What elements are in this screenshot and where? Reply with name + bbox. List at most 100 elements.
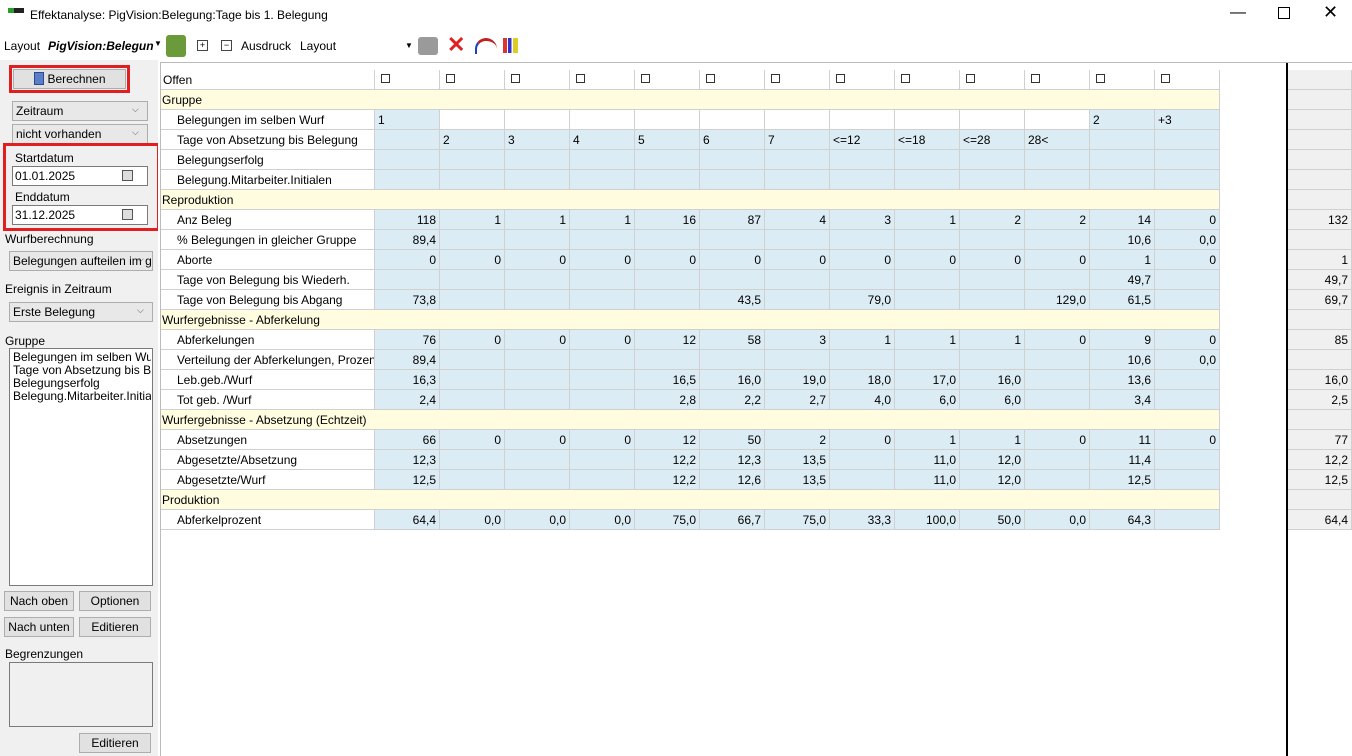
data-cell: 1 — [960, 430, 1025, 450]
print-select[interactable]: Layout — [300, 39, 337, 53]
expand-icon[interactable] — [771, 74, 780, 83]
chart-icon[interactable] — [475, 38, 497, 54]
data-cell — [570, 230, 635, 250]
save-icon[interactable] — [166, 35, 186, 57]
title-bar: Effektanalyse: PigVision:Belegung:Tage b… — [0, 0, 1352, 32]
total-cell: 64,4 — [1288, 510, 1352, 530]
grid: Offen Gruppe Belegungen im selben Wurf 1 2 +3… — [160, 62, 1352, 756]
data-cell: 66 — [375, 430, 440, 450]
data-cell: 118 — [375, 210, 440, 230]
expand-icon[interactable] — [1096, 74, 1105, 83]
data-cell — [960, 110, 1025, 130]
expand-icon[interactable] — [641, 74, 650, 83]
data-cell — [1025, 110, 1090, 130]
expand-icon[interactable] — [1161, 74, 1170, 83]
data-cell — [1025, 370, 1090, 390]
data-cell — [1025, 170, 1090, 190]
expand-icon[interactable] — [1031, 74, 1040, 83]
data-cell: 12,2 — [635, 450, 700, 470]
data-cell: 0,0 — [1025, 510, 1090, 530]
delete-icon[interactable]: ✕ — [447, 32, 466, 57]
end-label: Enddatum — [15, 190, 70, 204]
dropdown-arrow: ▼ — [154, 39, 162, 48]
calculate-button[interactable]: Berechnen — [13, 69, 126, 89]
total-cell — [1288, 190, 1352, 210]
expand-icon[interactable] — [901, 74, 910, 83]
data-cell — [765, 170, 830, 190]
period-value-select[interactable]: nicht vorhanden — [12, 124, 148, 144]
row-label: Tot geb. /Wurf — [161, 390, 375, 410]
end-date[interactable]: 31.12.2025 — [12, 205, 148, 225]
calendar-icon[interactable] — [122, 209, 133, 220]
data-cell: 3 — [765, 330, 830, 350]
data-cell: 0,0 — [1155, 230, 1220, 250]
expand-icon[interactable] — [706, 74, 715, 83]
litter-select[interactable]: Belegungen aufteilen im g — [9, 251, 153, 271]
data-cell — [440, 450, 505, 470]
data-cell — [505, 230, 570, 250]
data-cell — [440, 150, 505, 170]
print-icon[interactable] — [418, 37, 438, 55]
collapse-all[interactable]: − — [221, 40, 232, 51]
data-cell: 1 — [895, 210, 960, 230]
data-cell — [375, 270, 440, 290]
group-item[interactable]: Belegungen im selben Wurf — [13, 351, 151, 364]
expand-icon[interactable] — [446, 74, 455, 83]
data-cell: 16 — [635, 210, 700, 230]
data-cell: 18,0 — [830, 370, 895, 390]
data-cell: 11,0 — [895, 470, 960, 490]
expand-icon[interactable] — [381, 74, 390, 83]
data-cell — [960, 350, 1025, 370]
data-cell: 5 — [635, 130, 700, 150]
data-cell — [1155, 510, 1220, 530]
minimize[interactable]: — — [1230, 4, 1246, 21]
data-cell — [700, 270, 765, 290]
data-cell — [570, 110, 635, 130]
total-cell — [1288, 490, 1352, 510]
header-total — [1288, 70, 1352, 90]
bar-icon[interactable] — [503, 38, 518, 53]
section-row: Produktion — [161, 490, 1220, 510]
down-button[interactable]: Nach unten — [4, 617, 74, 637]
data-cell: 0 — [440, 430, 505, 450]
group-item[interactable]: Belegungserfolg — [13, 377, 100, 390]
data-cell — [1090, 150, 1155, 170]
edit-button[interactable]: Editieren — [79, 617, 151, 637]
data-cell — [830, 170, 895, 190]
row-label: Abferkelungen — [161, 330, 375, 350]
group-item[interactable]: Belegung.Mitarbeiter.Initialen — [13, 390, 151, 403]
dropdown-arrow: ⌵ — [137, 305, 144, 315]
data-cell: 61,5 — [1090, 290, 1155, 310]
group-item[interactable]: Tage von Absetzung bis Bele — [13, 364, 151, 377]
expand-all[interactable]: + — [197, 40, 208, 51]
layout-select[interactable]: PigVision:Belegun — [48, 39, 154, 53]
total-cell — [1288, 90, 1352, 110]
data-cell: 0 — [440, 330, 505, 350]
expand-icon[interactable] — [836, 74, 845, 83]
total-divider — [1286, 63, 1288, 756]
close[interactable]: ✕ — [1323, 2, 1339, 22]
start-date[interactable]: 01.01.2025 — [12, 166, 148, 186]
total-cell: 49,7 — [1288, 270, 1352, 290]
data-cell: 2 — [1025, 210, 1090, 230]
data-cell — [895, 350, 960, 370]
data-cell — [570, 270, 635, 290]
period-select[interactable]: Zeitraum — [12, 101, 148, 121]
up-button[interactable]: Nach oben — [4, 591, 74, 611]
data-cell — [765, 290, 830, 310]
data-cell — [1090, 130, 1155, 150]
data-cell: 13,6 — [1090, 370, 1155, 390]
maximize[interactable] — [1278, 7, 1290, 19]
expand-icon[interactable] — [966, 74, 975, 83]
data-cell — [440, 370, 505, 390]
data-cell: 28< — [1025, 130, 1090, 150]
expand-icon[interactable] — [511, 74, 520, 83]
data-cell: 1 — [830, 330, 895, 350]
calendar-icon[interactable] — [122, 170, 133, 181]
options-button[interactable]: Optionen — [79, 591, 151, 611]
expand-icon[interactable] — [576, 74, 585, 83]
data-cell — [1025, 450, 1090, 470]
event-select[interactable]: Erste Belegung — [9, 302, 153, 322]
limits-edit-button[interactable]: Editieren — [79, 733, 151, 753]
data-cell: 66,7 — [700, 510, 765, 530]
